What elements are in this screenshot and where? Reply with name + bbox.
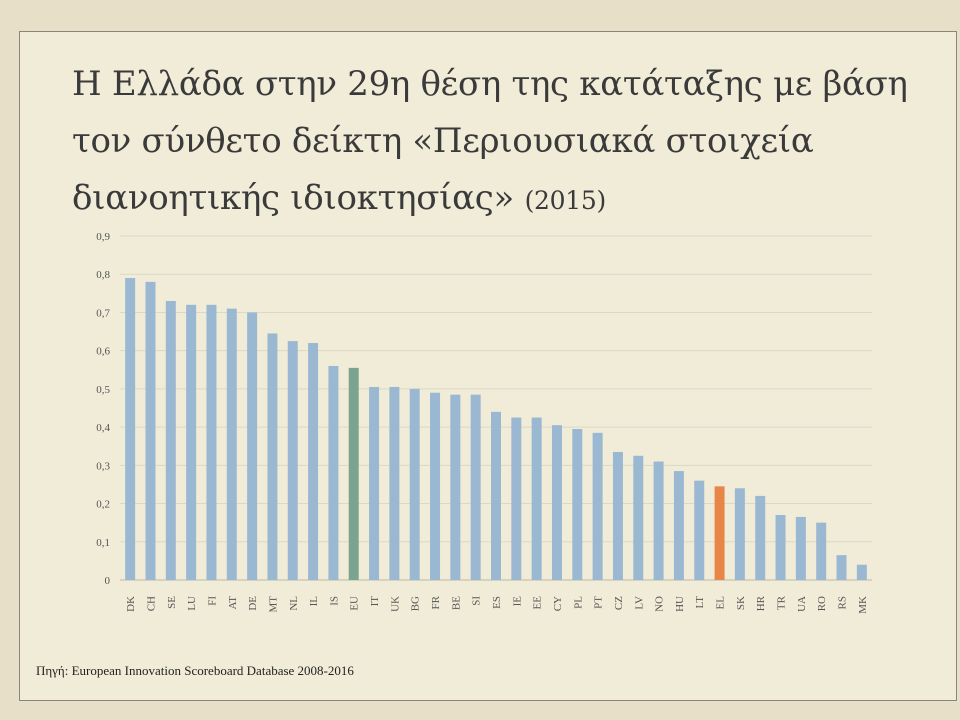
bar-hr: [755, 495, 766, 580]
title-main: Η Ελλάδα στην 29η θέση της κατάταξης με …: [72, 64, 908, 218]
bar-se: [165, 300, 176, 580]
y-tick-label: 0,6: [96, 346, 110, 358]
bar-tr: [775, 515, 786, 580]
x-tick-label: PT: [593, 596, 605, 609]
y-tick-label: 0,4: [96, 422, 110, 434]
y-tick-label: 0: [105, 575, 111, 587]
x-tick-label: LT: [694, 596, 706, 609]
bar-no: [653, 461, 664, 580]
bar-mt: [267, 333, 278, 580]
x-tick-label: SK: [735, 596, 747, 610]
bar-el: [714, 486, 725, 580]
x-tick-label: UK: [389, 596, 401, 612]
x-tick-label: IL: [308, 596, 320, 607]
bar-il: [308, 343, 319, 580]
x-tick-label: TR: [776, 595, 788, 610]
x-tick-label: AT: [227, 596, 239, 610]
y-tick-label: 0,5: [96, 384, 110, 396]
bar-uk: [389, 386, 400, 580]
title-year: (2015): [524, 186, 607, 215]
bar-be: [450, 394, 461, 580]
bar-nl: [287, 341, 298, 580]
bar-lt: [694, 480, 705, 580]
x-tick-label: BG: [410, 596, 422, 611]
bar-cy: [551, 425, 562, 580]
bar-pt: [592, 432, 603, 580]
bar-si: [470, 394, 481, 580]
x-tick-label: RO: [816, 596, 828, 611]
x-tick-label: MK: [857, 596, 869, 614]
bar-cz: [612, 451, 623, 580]
bar-ch: [145, 281, 156, 580]
x-tick-label: FI: [206, 596, 218, 606]
bar-at: [226, 308, 237, 580]
bar-bg: [409, 388, 420, 580]
bar-fi: [206, 304, 217, 580]
bar-ua: [795, 516, 806, 580]
x-tick-label: IS: [328, 596, 340, 606]
x-tick-label: SE: [166, 596, 178, 609]
x-tick-label: UA: [796, 596, 808, 612]
x-tick-label: LU: [186, 596, 198, 611]
bar-ro: [816, 522, 827, 580]
x-tick-label: LV: [633, 596, 645, 610]
x-tick-label: SI: [471, 596, 483, 606]
y-tick-label: 0,8: [96, 269, 110, 281]
bar-mk: [856, 564, 867, 580]
x-tick-label: NO: [654, 596, 666, 612]
bar-ee: [531, 417, 542, 580]
y-tick-label: 0,2: [96, 499, 110, 511]
x-tick-label: IT: [369, 596, 381, 607]
x-tick-label: NL: [288, 596, 300, 611]
x-tick-label: EU: [349, 596, 361, 611]
x-tick-label: PL: [572, 596, 584, 609]
slide-title: Η Ελλάδα στην 29η θέση της κατάταξης με …: [72, 56, 912, 229]
x-tick-label: CH: [145, 596, 157, 611]
x-tick-label: DE: [247, 596, 259, 611]
bar-ie: [511, 417, 522, 580]
bar-it: [369, 386, 380, 580]
y-tick-label: 0,1: [96, 537, 110, 549]
bar-lv: [633, 455, 644, 580]
bar-de: [247, 312, 258, 580]
y-tick-label: 0,7: [96, 307, 110, 319]
x-tick-label: ES: [491, 596, 503, 609]
x-tick-label: EL: [715, 596, 727, 610]
x-tick-label: HU: [674, 596, 686, 612]
x-tick-label: CY: [552, 596, 564, 611]
bar-sk: [734, 488, 745, 580]
x-tick-label: HR: [755, 595, 767, 611]
bar-rs: [836, 555, 847, 580]
x-tick-label: MT: [267, 596, 279, 613]
x-tick-label: EE: [532, 596, 544, 610]
y-tick-label: 0,9: [96, 231, 110, 243]
bar-dk: [125, 278, 136, 580]
bar-eu: [348, 367, 359, 580]
x-tick-label: BE: [450, 596, 462, 610]
x-tick-label: DK: [125, 596, 137, 612]
x-tick-label: CZ: [613, 596, 625, 610]
bar-is: [328, 365, 339, 580]
bar-pl: [572, 429, 583, 580]
bar-fr: [430, 392, 441, 580]
y-tick-label: 0,3: [96, 460, 110, 472]
x-tick-label: FR: [430, 595, 442, 609]
bar-es: [491, 411, 501, 580]
x-tick-label: IE: [511, 596, 523, 607]
x-tick-label: RS: [837, 596, 849, 609]
source-note: Πηγή: European Innovation Scoreboard Dat…: [36, 663, 354, 678]
bar-lu: [186, 304, 197, 580]
bar-hu: [673, 471, 684, 580]
